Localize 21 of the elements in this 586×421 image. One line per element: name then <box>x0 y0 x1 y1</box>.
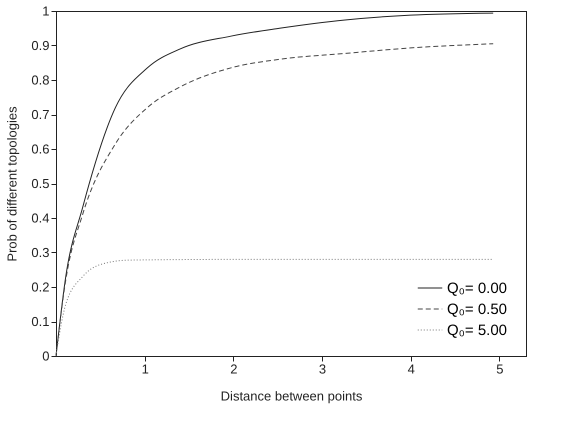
y-tick-label: 0.1 <box>31 314 50 329</box>
y-tick-label: 1 <box>42 4 50 18</box>
y-tick-label: 0.9 <box>31 38 50 53</box>
x-tick-label: 4 <box>408 362 415 376</box>
legend-label: Q₀= 5.00 <box>447 322 508 339</box>
x-tick-label: 2 <box>230 362 238 376</box>
y-tick-label: 0.7 <box>31 107 50 122</box>
y-tick-label: 0.3 <box>31 245 50 260</box>
legend-label: Q₀= 0.00 <box>447 280 508 297</box>
y-tick-label: 0.8 <box>31 72 50 88</box>
y-axis-title: Prob of different topologies <box>4 106 20 262</box>
x-tick-label: 5 <box>496 362 504 376</box>
x-tick-label: 1 <box>142 362 149 376</box>
legend-label: Q₀= 0.50 <box>447 301 508 318</box>
y-tick-label: 0.2 <box>31 280 50 294</box>
x-tick-label: 3 <box>318 362 326 376</box>
x-axis-title: Distance between points <box>220 388 363 404</box>
y-tick-label: 0.6 <box>31 142 50 156</box>
y-tick-label: 0.4 <box>31 210 50 226</box>
y-tick-label: 0 <box>42 348 50 364</box>
y-tick-label: 0.5 <box>31 176 50 191</box>
